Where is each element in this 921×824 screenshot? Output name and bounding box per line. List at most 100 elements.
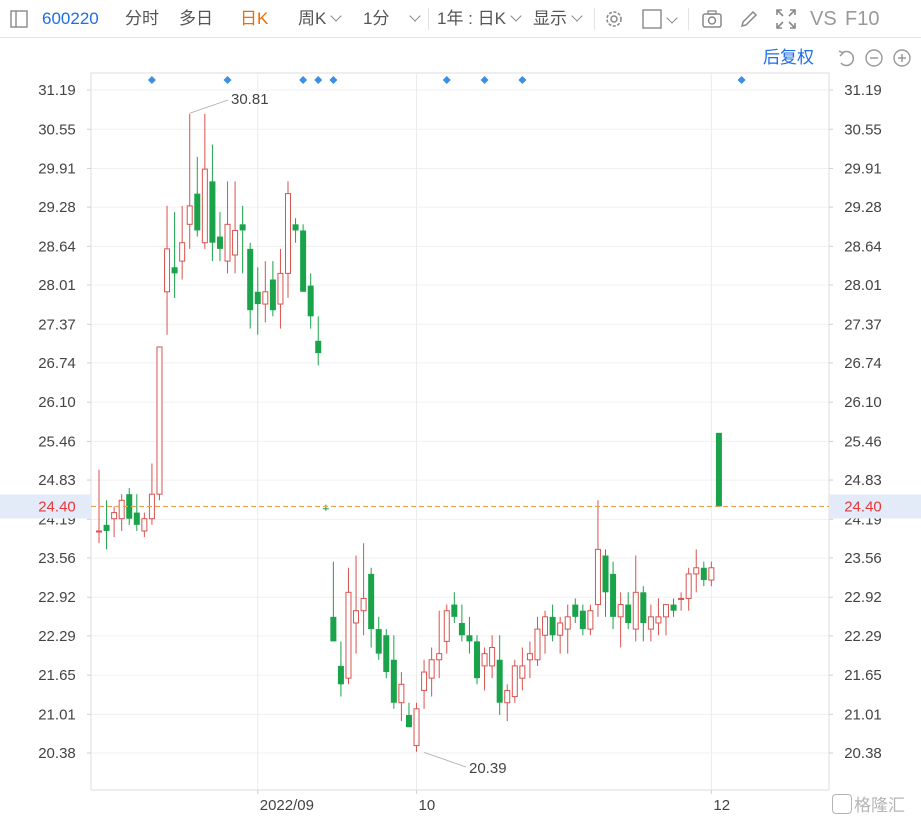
candle[interactable]: [141, 512, 148, 538]
candle[interactable]: [337, 641, 344, 697]
candle[interactable]: [526, 641, 533, 679]
event-marker-icon[interactable]: [299, 76, 308, 84]
candle[interactable]: [594, 500, 601, 617]
candle[interactable]: [610, 561, 617, 630]
candle[interactable]: [413, 702, 420, 752]
candle[interactable]: [557, 616, 564, 654]
candle[interactable]: [625, 592, 632, 630]
candle[interactable]: [186, 113, 193, 249]
candle[interactable]: [171, 212, 178, 298]
candle[interactable]: [224, 181, 231, 274]
candle[interactable]: [277, 248, 284, 329]
candle[interactable]: [534, 616, 541, 666]
candle[interactable]: [678, 592, 685, 611]
candle[interactable]: [262, 261, 269, 323]
candle[interactable]: [247, 242, 254, 329]
candle[interactable]: [179, 205, 186, 280]
candle[interactable]: [216, 212, 223, 262]
candle[interactable]: [617, 592, 624, 648]
tab-intraday[interactable]: 分时: [125, 9, 159, 28]
tab-weekly-k[interactable]: 周K: [298, 0, 343, 38]
candle[interactable]: [700, 561, 707, 587]
camera-icon[interactable]: [701, 8, 723, 30]
f10-button[interactable]: F10: [845, 8, 880, 30]
candle[interactable]: [519, 647, 526, 691]
candle[interactable]: [254, 267, 261, 335]
candle[interactable]: [708, 561, 715, 587]
adjust-price-button[interactable]: 后复权: [763, 48, 814, 67]
candle[interactable]: [405, 702, 412, 728]
candle[interactable]: [542, 610, 549, 654]
candle[interactable]: [201, 113, 208, 249]
candle[interactable]: [685, 567, 692, 611]
candle[interactable]: [451, 592, 458, 623]
candle[interactable]: [587, 604, 594, 636]
candle[interactable]: [458, 604, 465, 642]
tab-multi-day[interactable]: 多日: [179, 9, 213, 28]
candle[interactable]: [466, 616, 473, 654]
candle[interactable]: [156, 346, 163, 501]
candle[interactable]: [693, 549, 700, 593]
candle[interactable]: [647, 604, 654, 642]
candle[interactable]: [148, 463, 155, 525]
candle[interactable]: [126, 488, 133, 525]
zoom-in-icon[interactable]: [892, 48, 912, 68]
candle[interactable]: [269, 261, 276, 317]
event-marker-icon[interactable]: [737, 76, 746, 84]
candle[interactable]: [111, 506, 118, 538]
event-marker-icon[interactable]: [480, 76, 489, 84]
candle[interactable]: [663, 604, 669, 636]
candle[interactable]: [239, 205, 246, 274]
candle[interactable]: [390, 635, 397, 709]
event-markers[interactable]: [147, 76, 746, 84]
candle[interactable]: [300, 224, 307, 292]
candle[interactable]: [655, 598, 662, 636]
settings-gear-icon[interactable]: [603, 8, 625, 30]
candle[interactable]: [383, 629, 390, 679]
candle[interactable]: [330, 561, 337, 642]
candle[interactable]: [602, 549, 609, 617]
candle[interactable]: [285, 181, 291, 298]
candle[interactable]: [322, 504, 329, 511]
candle[interactable]: [632, 555, 639, 642]
pencil-icon[interactable]: [738, 8, 760, 30]
candle[interactable]: [496, 635, 503, 715]
event-marker-icon[interactable]: [329, 76, 338, 84]
candle[interactable]: [292, 218, 299, 243]
tab-1min[interactable]: 1分: [363, 0, 422, 38]
candle[interactable]: [564, 604, 571, 654]
reset-icon[interactable]: [836, 48, 856, 68]
vs-compare-button[interactable]: VS: [810, 8, 837, 30]
candle[interactable]: [474, 635, 480, 685]
candle[interactable]: [504, 684, 511, 722]
candle[interactable]: [209, 144, 216, 262]
candle[interactable]: [670, 598, 677, 617]
tab-daily-k[interactable]: 日K: [240, 9, 269, 28]
candle[interactable]: [307, 273, 314, 329]
period-select[interactable]: 1年 : 日K: [437, 0, 522, 38]
candle[interactable]: [315, 316, 322, 366]
candle[interactable]: [353, 555, 360, 654]
candle[interactable]: [436, 610, 443, 679]
event-marker-icon[interactable]: [314, 76, 323, 84]
event-marker-icon[interactable]: [223, 76, 232, 84]
event-marker-icon[interactable]: [147, 76, 156, 84]
display-menu[interactable]: 显示: [533, 0, 583, 38]
event-marker-icon[interactable]: [518, 76, 527, 84]
candle[interactable]: [428, 647, 435, 697]
candles[interactable]: [96, 113, 722, 752]
candle[interactable]: [368, 567, 375, 648]
candle[interactable]: [421, 659, 428, 709]
candle[interactable]: [481, 647, 488, 691]
candle[interactable]: [443, 604, 450, 654]
candle[interactable]: [640, 586, 647, 642]
candle[interactable]: [118, 494, 125, 531]
checkbox-icon[interactable]: [641, 8, 663, 30]
candle[interactable]: [345, 567, 352, 685]
candle[interactable]: [360, 543, 367, 636]
candle[interactable]: [489, 635, 496, 679]
candle[interactable]: [511, 659, 518, 703]
candle[interactable]: [398, 672, 405, 722]
candle[interactable]: [103, 500, 110, 550]
